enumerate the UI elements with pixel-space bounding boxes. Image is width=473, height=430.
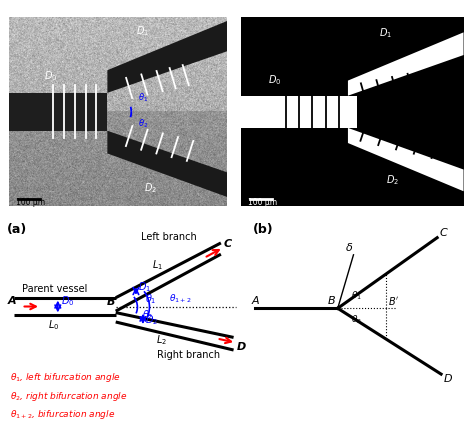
Text: $\bfit{B}$: $\bfit{B}$	[106, 295, 116, 307]
Text: $L_0$: $L_0$	[48, 319, 60, 332]
Text: $\boldsymbol{D_0}$: $\boldsymbol{D_0}$	[44, 70, 58, 83]
Text: (a): (a)	[7, 224, 27, 236]
Text: $\bfit{A}$: $\bfit{A}$	[7, 295, 18, 307]
Text: $B'$: $B'$	[388, 295, 399, 307]
Text: $\delta$: $\delta$	[345, 241, 353, 253]
Text: $\boldsymbol{D_1}$: $\boldsymbol{D_1}$	[138, 280, 151, 294]
Text: $D$: $D$	[443, 372, 453, 384]
Polygon shape	[241, 96, 357, 128]
Text: (b): (b)	[253, 223, 273, 236]
Text: $\theta_1$: $\theta_1$	[145, 292, 156, 306]
Text: $L_2$: $L_2$	[157, 333, 167, 347]
Polygon shape	[348, 32, 464, 96]
Text: $\theta_2$: $\theta_2$	[138, 118, 148, 130]
Text: $\bfit{C}$: $\bfit{C}$	[223, 237, 233, 249]
Text: 100 μm: 100 μm	[248, 197, 277, 206]
Text: $\boldsymbol{D_2}$: $\boldsymbol{D_2}$	[145, 313, 158, 327]
Text: 100 μm: 100 μm	[16, 197, 45, 206]
Text: $\theta_2$: $\theta_2$	[351, 313, 362, 326]
Text: $\theta_2$: $\theta_2$	[142, 308, 154, 322]
Text: $\theta_1$: $\theta_1$	[138, 92, 148, 104]
Text: $\theta_1$: $\theta_1$	[351, 289, 362, 302]
Text: $\boldsymbol{D_0}$: $\boldsymbol{D_0}$	[61, 295, 75, 308]
Text: $C$: $C$	[439, 226, 449, 238]
Text: $L_1$: $L_1$	[152, 258, 163, 272]
Text: Right branch: Right branch	[157, 350, 219, 360]
Text: $A$: $A$	[251, 295, 260, 306]
Polygon shape	[107, 131, 227, 197]
Polygon shape	[107, 21, 227, 93]
Text: $\theta_1$, left bifurcation angle: $\theta_1$, left bifurcation angle	[9, 371, 121, 384]
Text: $\boldsymbol{D_2}$: $\boldsymbol{D_2}$	[144, 181, 158, 195]
Polygon shape	[9, 93, 107, 131]
Text: Parent vessel: Parent vessel	[22, 283, 87, 294]
Text: $\theta_{1+2}$: $\theta_{1+2}$	[169, 293, 192, 305]
Text: Left branch: Left branch	[141, 232, 197, 243]
Text: $B$: $B$	[327, 295, 336, 306]
Text: $\boldsymbol{D_2}$: $\boldsymbol{D_2}$	[386, 174, 399, 187]
Text: $\bfit{D}$: $\bfit{D}$	[236, 340, 247, 352]
Text: $\boldsymbol{D_0}$: $\boldsymbol{D_0}$	[268, 74, 281, 87]
Text: $\boldsymbol{D_1}$: $\boldsymbol{D_1}$	[136, 24, 149, 38]
Polygon shape	[348, 128, 464, 191]
Text: $\boldsymbol{D_1}$: $\boldsymbol{D_1}$	[379, 26, 392, 40]
Text: $\theta_{1+2}$, bifurcation angle: $\theta_{1+2}$, bifurcation angle	[9, 408, 115, 421]
Text: $\theta_2$, right bifurcation angle: $\theta_2$, right bifurcation angle	[9, 390, 127, 403]
